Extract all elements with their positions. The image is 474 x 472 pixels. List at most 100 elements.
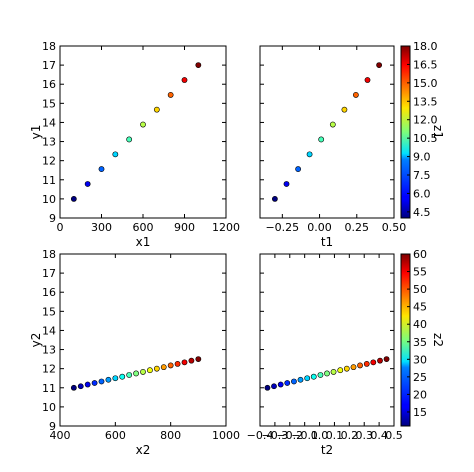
colorbar-tick-label: 40 [413, 318, 427, 331]
data-point [77, 383, 84, 390]
colorbar-tick-label: 45 [413, 301, 427, 314]
data-point [195, 62, 202, 69]
colorbar-gradient [400, 253, 411, 427]
data-point [277, 381, 284, 388]
data-point [70, 195, 77, 202]
x-tick-label: 1000 [212, 429, 240, 442]
x-tick-label: 800 [160, 429, 181, 442]
x-tick-label: −0.1 [291, 429, 318, 442]
colorbar-tick-label: 15 [413, 406, 427, 419]
y-tick-label: 9 [49, 212, 56, 225]
data-point [126, 136, 133, 143]
axes-frame [59, 253, 227, 427]
colorbar-tick-label: 16.5 [413, 58, 438, 71]
data-point [84, 381, 91, 388]
x-tick-label: 1200 [212, 221, 240, 234]
y-tick-label: 16 [42, 78, 56, 91]
data-point [271, 195, 278, 202]
axes-frame [259, 45, 395, 219]
colorbar-z2: 15 20 25 30 35 40 45 50 55 60 z2 [400, 248, 445, 427]
subplot-3: 9 10 11 12 13 14 15 16 17 18 400 600 800 1000 x2 y2 [29, 248, 240, 457]
y-tick-label: 9 [49, 420, 56, 433]
y-axis-label: y1 [29, 125, 43, 140]
data-point [188, 357, 195, 364]
subplot-1: 9 10 11 12 13 14 15 16 17 18 0 300 600 900 1200 x1 y1 [29, 40, 240, 249]
y-tick-label: 12 [42, 363, 56, 376]
y-tick-label: 18 [42, 40, 56, 53]
x-tick-label: 0.50 [382, 221, 407, 234]
y-tick-label: 13 [42, 344, 56, 357]
x-tick-label: 0.2 [341, 429, 359, 442]
x-tick-label: 0.5 [385, 429, 403, 442]
colorbar-tick-label: 13.5 [413, 95, 438, 108]
data-point [297, 376, 304, 383]
data-point [174, 360, 181, 367]
data-point [341, 106, 348, 113]
axes-frame [59, 45, 227, 219]
y-tick-label: 14 [42, 116, 56, 129]
data-point [318, 136, 325, 143]
data-point [70, 384, 77, 391]
data-point [377, 357, 383, 364]
x-tick-label: 600 [133, 221, 154, 234]
data-point [167, 362, 174, 369]
x-axis-label: x1 [136, 235, 151, 249]
data-point [195, 356, 202, 363]
x-tick-label: 900 [174, 221, 195, 234]
x-tick-label: 600 [105, 429, 126, 442]
y-tick-label: 12 [42, 155, 56, 168]
subplot-4: −0.4−0.3−0.2−0.10.00.10.20.30.40.5 t2 [247, 253, 403, 457]
colorbar-tick-label: 35 [413, 336, 427, 349]
data-point [105, 376, 112, 383]
x-tick-label: 400 [50, 429, 71, 442]
colorbar-label: z1 [431, 125, 445, 139]
subplot-2: −0.25 0.00 0.25 0.50 t1 [259, 45, 407, 249]
colorbar-label: z2 [431, 333, 445, 347]
data-point [306, 151, 313, 158]
y-tick-label: 15 [42, 305, 56, 318]
y-tick-label: 11 [42, 382, 56, 395]
colorbar-gradient [400, 45, 411, 219]
x-tick-label: −0.2 [276, 429, 303, 442]
colorbar-tick-label: 18.0 [413, 40, 438, 53]
data-point [284, 380, 291, 386]
colorbar-tick-label: 4.5 [413, 206, 431, 219]
colorbar-tick-label: 30 [413, 353, 427, 366]
data-point [91, 380, 98, 386]
y-axis-label: y2 [29, 333, 43, 348]
colorbar-tick-label: 15.0 [413, 77, 438, 90]
data-point [112, 375, 119, 382]
data-point [363, 360, 370, 367]
data-point [98, 166, 105, 172]
colorbar-tick-label: 60 [413, 248, 427, 261]
data-point [119, 373, 126, 380]
data-point [153, 365, 160, 372]
y-tick-label: 17 [42, 59, 56, 72]
data-point [112, 151, 119, 158]
data-point [370, 359, 377, 366]
x-tick-label: 300 [91, 221, 112, 234]
data-point [167, 92, 174, 98]
colorbar-tick-label: 25 [413, 371, 427, 384]
data-point [350, 364, 357, 371]
x-tick-label: 0.0 [311, 429, 329, 442]
data-point [147, 367, 153, 374]
x-tick-label: 0.00 [307, 221, 332, 234]
data-point [304, 375, 311, 382]
y-tick-label: 16 [42, 286, 56, 299]
data-point [181, 77, 188, 83]
data-point [343, 365, 350, 372]
x-tick-label: 0 [57, 221, 64, 234]
x-tick-label: 0.3 [355, 429, 373, 442]
x-tick-label: −0.25 [265, 221, 299, 234]
data-point [264, 384, 271, 391]
colorbar-tick-label: 10.5 [413, 132, 438, 145]
data-point [329, 121, 336, 128]
data-point [98, 378, 105, 385]
colorbar-tick-label: 7.5 [413, 169, 431, 182]
x-axis-label: t2 [321, 443, 333, 457]
data-point [357, 362, 363, 369]
y-tick-label: 15 [42, 97, 56, 110]
y-tick-label: 13 [42, 136, 56, 149]
data-point [317, 372, 324, 378]
